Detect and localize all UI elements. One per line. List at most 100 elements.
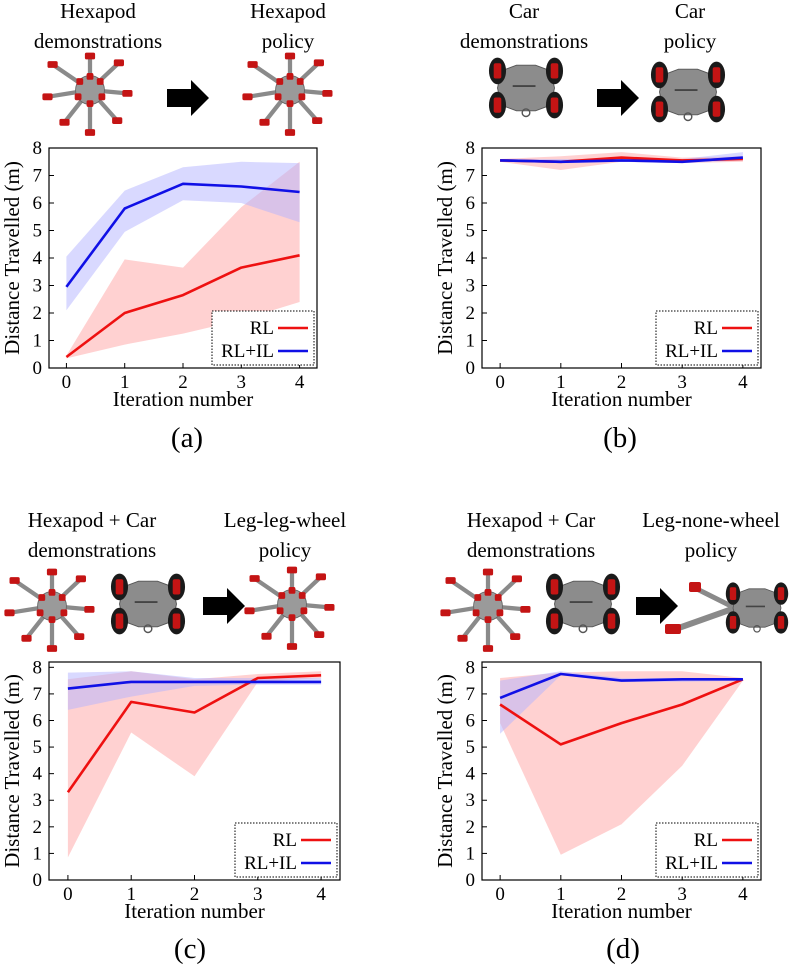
robot-joint	[474, 594, 482, 601]
x-axis-label: Iteration number	[551, 899, 692, 923]
robot-joint	[496, 609, 504, 617]
x-tick-label: 0	[62, 372, 72, 393]
x-axis-label: Iteration number	[113, 387, 254, 411]
y-tick-label: 3	[466, 276, 476, 297]
x-tick-label: 3	[237, 372, 247, 393]
robot-foot	[84, 52, 96, 60]
robot-foot	[46, 645, 58, 652]
robot-foot	[511, 575, 522, 583]
robot-foot	[482, 568, 494, 576]
hexapod-robot-icon	[4, 568, 95, 652]
car-robot-icon	[725, 582, 789, 634]
robot-foot	[4, 609, 15, 617]
y-tick-label: 0	[33, 870, 43, 891]
robot-illustrations	[4, 52, 789, 652]
robot-foot	[520, 606, 531, 613]
robot-hub	[712, 101, 721, 117]
car-robot-icon	[545, 573, 621, 635]
rl-confidence-band	[66, 161, 300, 359]
robot-foot	[21, 634, 32, 642]
panel-caption: (a)	[171, 422, 203, 454]
legend-label-rl-il: RL+IL	[665, 853, 718, 874]
y-tick-label: 5	[33, 221, 43, 242]
robot-foot	[284, 129, 296, 136]
robot-caster	[683, 112, 693, 122]
robot-foot	[259, 118, 270, 126]
robot-joint	[38, 594, 46, 601]
robot-caster	[578, 624, 588, 634]
robot-foot	[113, 59, 124, 67]
robot-foot	[315, 573, 326, 581]
robot-joint	[48, 616, 56, 623]
x-axis-label: Iteration number	[124, 899, 265, 923]
robot-foot	[247, 61, 258, 68]
x-tick-label: 3	[677, 372, 687, 393]
rl-confidence-band	[500, 671, 743, 855]
x-tick-label: 2	[617, 884, 627, 905]
robot-leg	[670, 605, 738, 633]
robot-foot	[510, 633, 521, 640]
rl-il-series-line	[499, 672, 743, 700]
robot-foot	[46, 568, 58, 576]
x-tick-label: 4	[738, 372, 748, 393]
legend-label-rl-il: RL+IL	[665, 341, 718, 362]
policy-label-line2: policy	[664, 29, 717, 53]
x-tick-label: 0	[63, 884, 73, 905]
robot-foot	[286, 643, 298, 650]
y-tick-label: 0	[33, 358, 43, 379]
robot-foot	[457, 634, 468, 642]
robot-foot	[244, 607, 255, 615]
panel-header: Hexapod + Car demonstrations Leg-none-whee…	[467, 508, 780, 562]
x-tick-label: 1	[556, 372, 566, 393]
robot-joint	[76, 78, 84, 85]
robot-joint	[58, 594, 66, 601]
panel-header: Hexapod demonstrations Hexapod policy	[34, 0, 327, 53]
robot-hub	[493, 97, 502, 113]
robot-joint	[298, 93, 306, 101]
x-tick-label: 1	[556, 884, 566, 905]
legend-label-rl-il: RL+IL	[221, 341, 274, 362]
rl-series-line	[66, 674, 322, 794]
legend-label-rl: RL	[273, 830, 297, 851]
robot-foot	[314, 631, 325, 638]
y-axis-label: Distance Travelled (m)	[433, 674, 457, 868]
robot-hub	[607, 613, 616, 629]
robot-hub	[712, 67, 721, 83]
robot-caster	[521, 108, 531, 118]
panel-caption: (d)	[606, 933, 640, 965]
robot-foot	[47, 61, 58, 68]
x-tick-label: 2	[190, 884, 200, 905]
robot-hub	[729, 587, 737, 600]
car-robot-icon	[488, 57, 564, 119]
panel-header: Hexapod + Car demonstrations Leg-leg-wheel…	[28, 508, 347, 562]
demo-label-line1: Hexapod + Car	[28, 508, 156, 532]
y-tick-label: 8	[466, 138, 476, 159]
rl-il-series-line	[500, 156, 743, 164]
robot-body	[497, 64, 555, 112]
robot-foot	[84, 606, 95, 613]
x-tick-label: 1	[120, 372, 130, 393]
y-tick-label: 2	[466, 817, 476, 838]
legend-box	[234, 822, 338, 878]
y-tick-label: 5	[33, 737, 43, 758]
y-tick-label: 8	[466, 657, 476, 678]
robot-hub	[550, 63, 559, 79]
y-tick-label: 0	[466, 870, 476, 891]
y-tick-label: 1	[33, 331, 43, 352]
robot-hub	[115, 613, 124, 629]
robot-joint	[276, 607, 284, 615]
y-axis-label: Distance Travelled (m)	[433, 161, 457, 355]
demo-label-line1: Car	[509, 0, 539, 23]
y-tick-label: 2	[466, 303, 476, 324]
robot-foot	[242, 93, 253, 101]
rl-il-confidence-band	[500, 671, 743, 734]
demo-label-line2: demonstrations	[460, 29, 588, 53]
robot-joint	[86, 73, 94, 80]
hexapod-robot-icon	[440, 568, 531, 652]
demo-label-line2: demonstrations	[467, 538, 595, 562]
robot-foot	[689, 582, 701, 592]
robot-foot	[445, 577, 456, 584]
y-tick-label: 3	[33, 790, 43, 811]
